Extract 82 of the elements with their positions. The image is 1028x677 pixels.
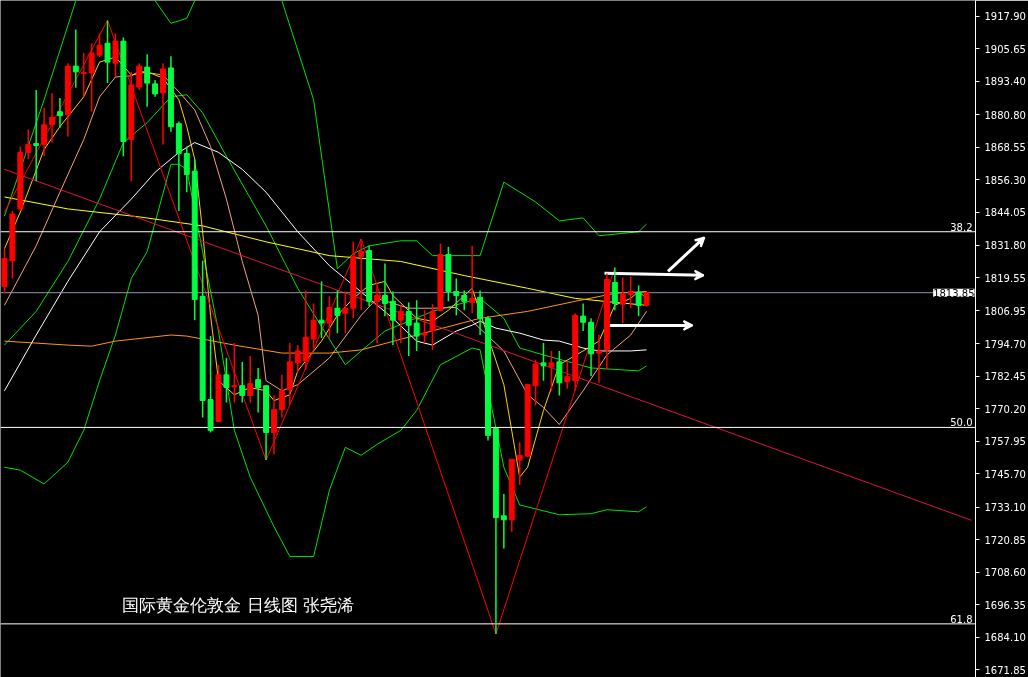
candlestick [33,89,40,183]
candlestick [429,303,436,351]
candlestick [25,128,32,161]
y-tick-label: 1893.40 [984,76,1026,88]
y-tick-label: 1733.10 [984,502,1026,514]
candlestick [239,361,246,404]
candlestick [358,238,365,312]
candlestick [144,53,151,108]
candlestick [41,107,48,158]
candlestick [136,62,143,91]
y-tick-label: 1868.55 [984,142,1026,154]
y-tick-label: 1745.70 [984,468,1026,480]
candlestick [397,304,404,344]
candlestick [278,374,285,419]
candlestick [548,350,555,392]
candlestick [500,493,507,550]
line-series [281,0,648,270]
annotation: 61.8 [950,613,973,625]
y-tick-label: 1757.95 [984,436,1026,448]
candlestick [231,342,238,404]
candlestick [389,290,396,346]
candlestick [374,284,380,344]
candlestick [564,360,571,390]
line-series [3,70,648,425]
candlestick [611,266,618,312]
candlestick [580,302,587,332]
y-tick-label: 1696.35 [984,599,1026,611]
y-tick-label: 1856.30 [984,174,1026,186]
y-tick-label: 1831.80 [984,240,1026,252]
y-tick-label: 1720.85 [984,534,1026,546]
candlestick [255,367,262,414]
line-series [3,19,616,635]
candlestick [461,289,468,312]
y-tick-label: 1708.60 [984,567,1026,579]
y-tick-label: 1806.95 [984,305,1026,317]
y-tick-label: 1782.45 [984,371,1026,383]
candlestick [80,52,87,98]
annotation: 50.0 [950,417,973,429]
y-tick-label: 1844.05 [984,207,1026,219]
candlestick [302,289,309,371]
y-tick-label: 1880.80 [984,109,1026,121]
candlestick [381,262,388,317]
candlestick [56,97,63,129]
candlestick [247,355,254,404]
y-tick-label: 1905.65 [984,43,1026,55]
line-series [3,94,648,372]
candlestick [334,289,341,334]
candlestick [112,32,119,78]
candlestick [104,19,111,84]
y-tick-label: 1794.70 [984,338,1026,350]
y-tick-label: 1684.10 [984,632,1026,644]
candlestick [627,275,634,309]
candlestick [49,92,55,144]
candlestick [310,302,317,349]
candlestick [540,342,547,382]
ref-line-label: 1813.85 [933,287,975,299]
candlestick [318,280,325,339]
candlestick [160,62,166,146]
candlestick [469,245,476,314]
candlestick [421,309,428,344]
y-tick-label: 1671.85 [984,664,1026,676]
candlestick [271,394,277,455]
y-tick-label: 1819.55 [984,272,1026,284]
y-tick-label: 1770.20 [984,403,1026,415]
candlestick [477,289,484,336]
candlestick [223,357,230,404]
candlestick [619,276,626,324]
candlestick [596,334,602,384]
candlestick [413,299,420,352]
candlestick [516,441,523,486]
candlestick [556,350,563,397]
candlestick [326,295,333,339]
candlestick [294,344,301,374]
candlestick [342,290,349,334]
annotation: 国际黄金伦敦金 日线图 张尧浠 [122,595,355,616]
candlestick [405,301,412,357]
annotation: 38.2 [950,221,973,233]
candlestick [453,277,460,317]
y-tick-label: 1917.90 [984,11,1026,23]
candlestick [183,145,190,193]
candlestick [635,284,642,317]
candlestick [72,28,79,89]
